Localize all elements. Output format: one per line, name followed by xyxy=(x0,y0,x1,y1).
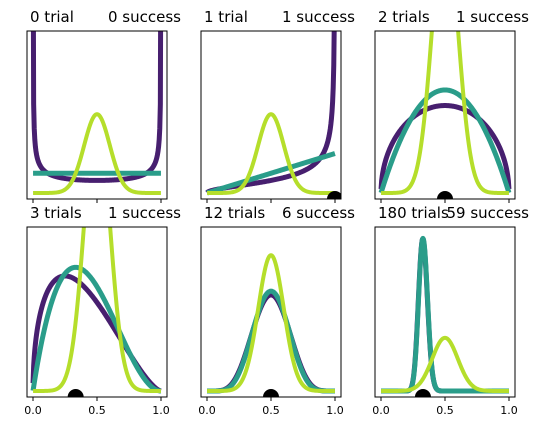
panel-3: 2 trials 1 success xyxy=(374,8,529,203)
panel-frame xyxy=(374,30,516,200)
x-tick-label: 1.0 xyxy=(500,404,518,417)
series-line-green xyxy=(379,31,511,195)
x-tick-label: 0.0 xyxy=(372,404,390,417)
panel-title-trials: 3 trials xyxy=(30,204,82,222)
panel-title-successes: 59 success xyxy=(446,204,529,222)
series-line-green xyxy=(205,253,337,393)
x-tick-label: 0.5 xyxy=(436,404,454,417)
estimate-marker xyxy=(414,389,431,397)
panel-title-trials: 180 trials xyxy=(378,204,449,222)
panel-1: 0 trial 0 success xyxy=(26,8,181,203)
series-line-teal xyxy=(379,235,511,394)
x-tick-label: 0.0 xyxy=(24,404,42,417)
panel-plot-area xyxy=(205,253,337,397)
panel-title-trials: 0 trial xyxy=(30,8,74,26)
estimate-marker xyxy=(263,389,279,397)
series-line-teal xyxy=(378,87,512,194)
series-line-green xyxy=(31,227,163,393)
panel-plot-area xyxy=(379,235,511,397)
x-tick-label: 1.0 xyxy=(152,404,170,417)
series-line-teal xyxy=(205,288,337,394)
panel-title-successes: 1 success xyxy=(108,204,181,222)
panel-plot-area xyxy=(30,31,164,195)
panel-title-trials: 2 trials xyxy=(378,8,430,26)
panel-title-trials: 12 trials xyxy=(204,204,265,222)
panel-plot-area xyxy=(205,31,341,199)
series-line-teal xyxy=(30,264,163,394)
panel-5: 0.0 0.5 1.0 12 trials 6 success xyxy=(198,204,355,417)
series-line-green xyxy=(31,112,163,195)
panel-title-successes: 6 success xyxy=(282,204,355,222)
series-line-purple xyxy=(205,31,337,195)
series-line-purple xyxy=(205,292,337,394)
x-tick-label: 0.5 xyxy=(88,404,106,417)
panel-plot-area xyxy=(30,227,163,397)
x-tick-label: 0.5 xyxy=(262,404,280,417)
series-line-teal xyxy=(205,151,337,196)
panel-title-successes: 0 success xyxy=(108,8,181,26)
panel-frame xyxy=(200,226,342,398)
panel-plot-area xyxy=(378,31,512,199)
series-line-purple xyxy=(379,236,511,394)
series-line-green xyxy=(205,112,337,195)
panel-title-successes: 1 success xyxy=(456,8,529,26)
panel-4: 0.0 0.5 1.0 3 trials 1 success xyxy=(24,204,181,417)
panel-title-successes: 1 success xyxy=(282,8,355,26)
estimate-marker xyxy=(67,389,84,397)
panel-title-trials: 1 trial xyxy=(204,8,248,26)
x-tick-label: 1.0 xyxy=(326,404,344,417)
estimate-marker xyxy=(437,191,453,199)
series-line-purple xyxy=(30,31,164,183)
x-tick-label: 0.0 xyxy=(198,404,216,417)
panel-2: 1 trial 1 success xyxy=(200,8,355,203)
panel-frame xyxy=(374,226,516,398)
estimate-marker xyxy=(327,191,341,199)
series-line-purple xyxy=(378,103,512,190)
series-line-green xyxy=(379,335,511,393)
